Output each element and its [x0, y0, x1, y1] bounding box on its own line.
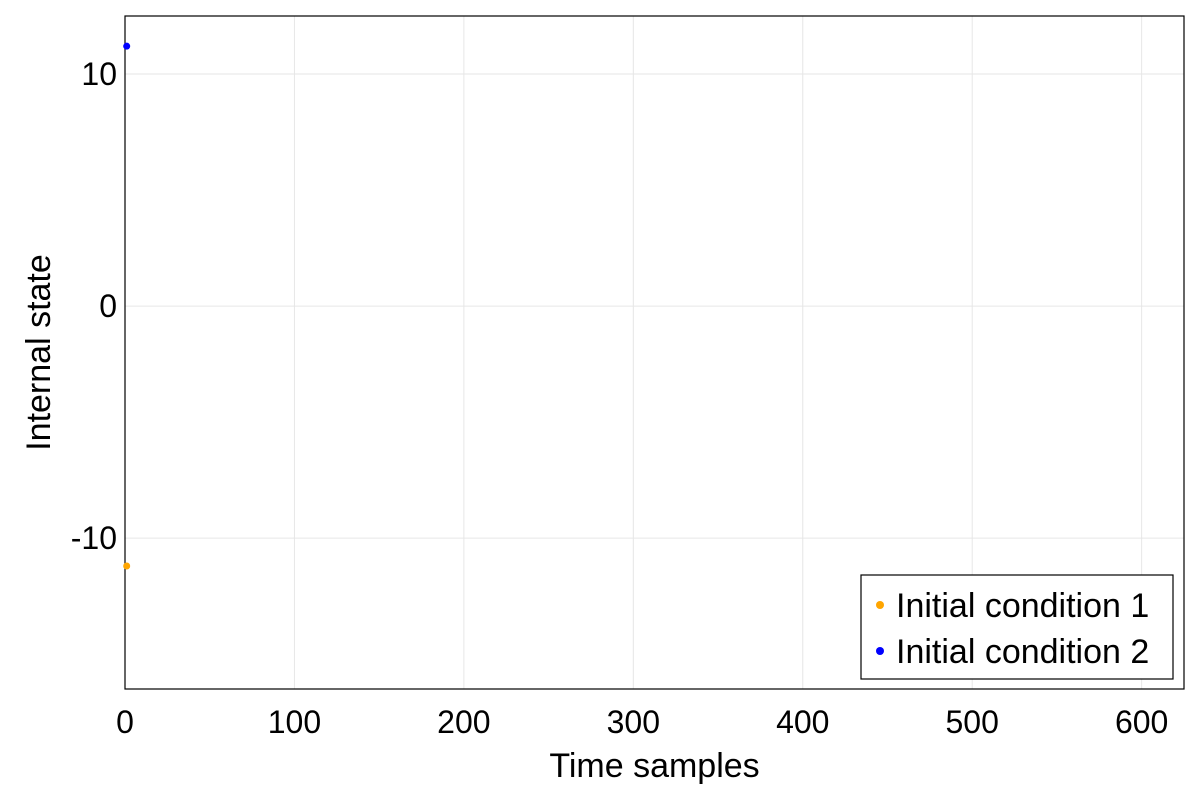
x-tick-labels: 0 100 200 300 400 500 600 [116, 704, 1168, 740]
x-tick-label: 200 [437, 704, 490, 740]
x-tick-label: 300 [607, 704, 660, 740]
legend-label-initial-condition-1: Initial condition 1 [896, 587, 1149, 625]
legend-box [860, 574, 1174, 680]
legend-marker-initial-condition-2 [876, 647, 884, 655]
legend: Initial condition 1 Initial condition 2 [860, 574, 1174, 680]
legend-label-initial-condition-2: Initial condition 2 [896, 633, 1149, 671]
y-tick-labels: 10 0 -10 [71, 56, 117, 556]
legend-marker-initial-condition-1 [876, 601, 884, 609]
x-axis-label: Time samples [549, 747, 759, 785]
x-tick-label: 500 [946, 704, 999, 740]
x-tick-label: 0 [116, 704, 134, 740]
data-point-series-1 [123, 562, 131, 570]
x-tick-label: 400 [776, 704, 829, 740]
plot-frame [124, 15, 1185, 690]
x-tick-label: 100 [268, 704, 321, 740]
x-tick-label: 600 [1115, 704, 1168, 740]
y-axis-label: Internal state [20, 254, 58, 451]
y-tick-label: 10 [81, 56, 117, 92]
data-points [123, 42, 131, 570]
y-tick-label: 0 [99, 288, 117, 324]
grid [124, 16, 1184, 689]
data-point-series-2 [123, 42, 131, 50]
y-tick-label: -10 [71, 520, 117, 556]
